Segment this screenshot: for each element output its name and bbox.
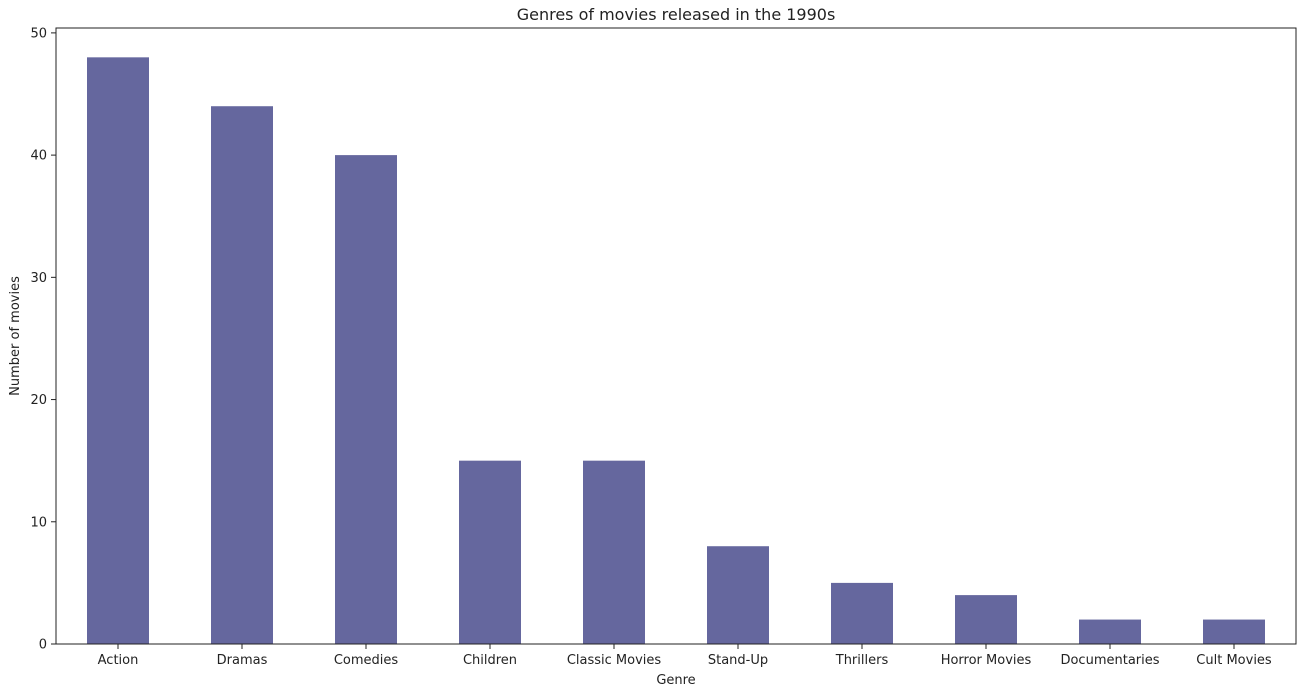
bar-action [87, 57, 149, 644]
y-axis: 0 10 20 30 40 50 [30, 26, 56, 653]
bar-horror-movies [955, 595, 1017, 644]
x-tick-label: Children [463, 653, 517, 668]
x-tick-label: Comedies [334, 653, 399, 668]
plot-frame [55, 27, 1297, 645]
x-tick-label: Thrillers [835, 653, 889, 668]
x-axis: Action Dramas Comedies Children Classic Movi… [98, 644, 1272, 668]
y-tick-label: 10 [30, 515, 47, 530]
chart-title: Genres of movies released in the 1990s [517, 5, 836, 24]
y-tick-label: 20 [30, 393, 47, 408]
y-tick-label: 40 [30, 149, 47, 164]
x-tick-label: Documentaries [1060, 653, 1159, 668]
x-tick-label: Horror Movies [941, 653, 1032, 668]
y-tick-label: 0 [39, 638, 47, 653]
y-axis-label: Number of movies [8, 276, 23, 396]
bars-group [87, 57, 1265, 645]
bar-documentaries [1079, 619, 1141, 644]
x-tick-label: Stand-Up [708, 653, 768, 668]
bar-dramas [211, 106, 273, 645]
bar-stand-up [707, 546, 769, 644]
x-tick-label: Cult Movies [1196, 653, 1272, 668]
bar-thrillers [831, 582, 893, 644]
y-tick-label: 50 [30, 26, 47, 41]
y-tick-label: 30 [30, 271, 47, 286]
x-axis-label: Genre [656, 673, 695, 688]
x-tick-label: Action [98, 653, 139, 668]
bar-children [459, 460, 521, 644]
bar-classic-movies [583, 460, 645, 644]
x-tick-label: Dramas [217, 653, 268, 668]
x-tick-label: Classic Movies [567, 653, 662, 668]
bar-comedies [335, 155, 397, 645]
bar-cult-movies [1203, 619, 1265, 644]
